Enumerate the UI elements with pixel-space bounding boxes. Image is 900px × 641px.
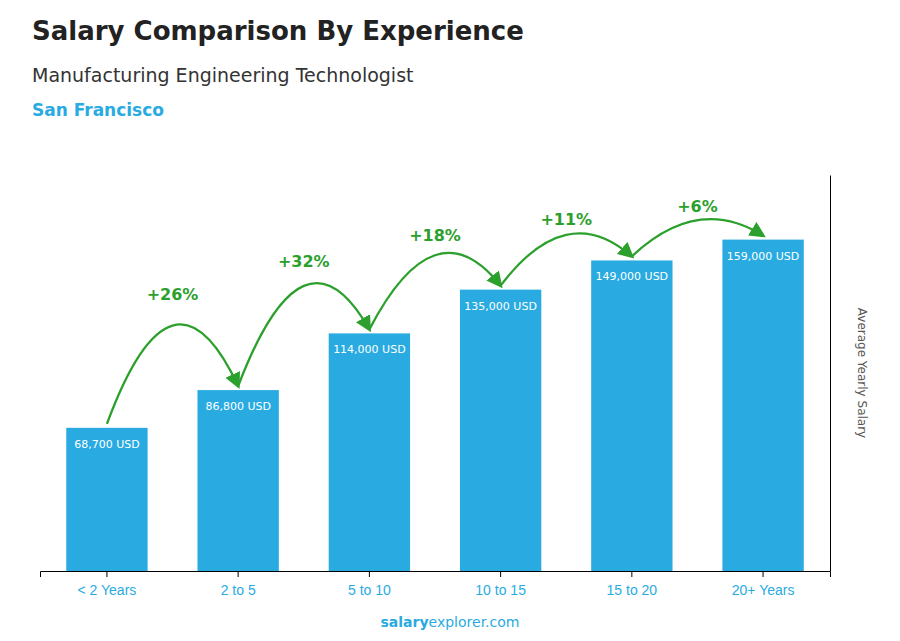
x-tick: 20+ Years — [732, 571, 795, 598]
x-tick-label: < 2 Years — [78, 582, 137, 598]
data-label: 68,700 USD — [74, 438, 140, 451]
x-tick-mark — [763, 571, 764, 577]
change-label: +6% — [677, 197, 718, 216]
x-tick: 15 to 20 — [607, 571, 658, 598]
bar — [197, 390, 278, 571]
bar — [722, 240, 803, 571]
x-tick-label: 15 to 20 — [607, 582, 658, 598]
change-label: +18% — [409, 226, 461, 245]
data-label: 114,000 USD — [333, 343, 406, 356]
change-arrows: +26% +32% +18% +11% +6% — [107, 197, 763, 423]
x-tick-label: 20+ Years — [732, 582, 795, 598]
title: Salary Comparison By Experience — [32, 16, 524, 46]
plot: < 2 Years 2 to 5 5 to 10 10 to 15 15 to 20 20… — [41, 176, 831, 599]
footer-part: explorer.com — [429, 614, 520, 630]
bar — [66, 428, 147, 571]
bars — [66, 240, 804, 571]
y-axis-line — [830, 176, 831, 572]
x-tick-label: 10 to 15 — [475, 582, 526, 598]
x-tick: 5 to 10 — [348, 571, 391, 598]
footer-part: salary — [381, 614, 429, 630]
data-label: 149,000 USD — [596, 270, 669, 283]
x-tick-mark — [500, 571, 501, 577]
x-tick: 2 to 5 — [221, 571, 256, 598]
chart: Salary Comparison By Experience Manufactu… — [0, 0, 900, 641]
x-axis-line — [41, 572, 831, 578]
x-tick-mark — [369, 571, 370, 577]
annotation: San Francisco — [32, 100, 164, 120]
bar — [591, 260, 672, 571]
y-axis — [830, 176, 831, 572]
x-tick-mark — [106, 571, 107, 577]
change-arrow — [501, 233, 632, 285]
footer: salaryexplorer.com — [381, 614, 520, 630]
x-tick: 10 to 15 — [475, 571, 526, 598]
x-tick-mark — [631, 571, 632, 577]
change-label: +32% — [278, 252, 330, 271]
change-arrow — [107, 324, 238, 423]
x-axis: < 2 Years 2 to 5 5 to 10 10 to 15 15 to 20 20… — [41, 571, 831, 598]
x-tick-label: 2 to 5 — [221, 582, 256, 598]
y-axis-title: Average Yearly Salary — [855, 308, 869, 438]
change-arrow — [632, 219, 763, 256]
x-tick: < 2 Years — [78, 571, 137, 598]
x-tick-mark — [238, 571, 239, 577]
data-label: 159,000 USD — [727, 250, 800, 263]
data-label: 135,000 USD — [464, 300, 537, 313]
bar — [329, 333, 410, 571]
change-arrow — [369, 253, 500, 329]
subtitle: Manufacturing Engineering Technologist — [32, 64, 413, 86]
data-label: 86,800 USD — [205, 400, 271, 413]
bar — [460, 290, 541, 571]
change-label: +26% — [147, 285, 199, 304]
change-arrow — [238, 283, 369, 386]
change-label: +11% — [540, 210, 592, 229]
x-tick-label: 5 to 10 — [348, 582, 391, 598]
data-labels: 68,700 USD 86,800 USD 114,000 USD 135,000 U… — [74, 250, 799, 451]
